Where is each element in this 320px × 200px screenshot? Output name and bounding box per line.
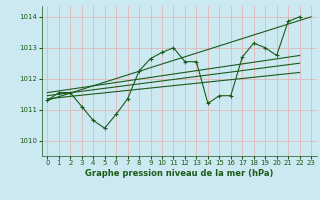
X-axis label: Graphe pression niveau de la mer (hPa): Graphe pression niveau de la mer (hPa) bbox=[85, 169, 273, 178]
